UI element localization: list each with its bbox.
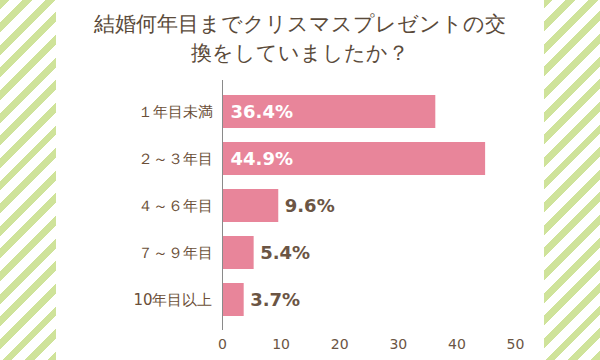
svg-text:20: 20 [331, 336, 349, 352]
svg-text:0: 0 [218, 336, 227, 352]
svg-text:１年目未満: １年目未満 [138, 103, 213, 121]
html-text:結婚何年目までクリスマスプレゼントの交: 結婚何年目までクリスマスプレゼントの交 [94, 12, 506, 36]
svg-text:40: 40 [448, 336, 466, 352]
svg-text:3.7%: 3.7% [250, 289, 300, 310]
svg-text:10: 10 [272, 336, 290, 352]
svg-text:30: 30 [389, 336, 407, 352]
svg-text:5.4%: 5.4% [260, 242, 310, 263]
svg-text:36.4%: 36.4% [231, 101, 293, 122]
svg-text:9.6%: 9.6% [285, 195, 335, 216]
svg-text:44.9%: 44.9% [231, 148, 293, 169]
svg-text:４～６年目: ４～６年目 [138, 197, 213, 215]
svg-text:50: 50 [507, 336, 525, 352]
svg-text:７～９年目: ７～９年目 [138, 244, 213, 262]
html-text:換をしていましたか？: 換をしていましたか？ [191, 41, 409, 66]
svg-text:10年目以上: 10年目以上 [133, 291, 212, 309]
svg-text:２～３年目: ２～３年目 [138, 150, 213, 168]
